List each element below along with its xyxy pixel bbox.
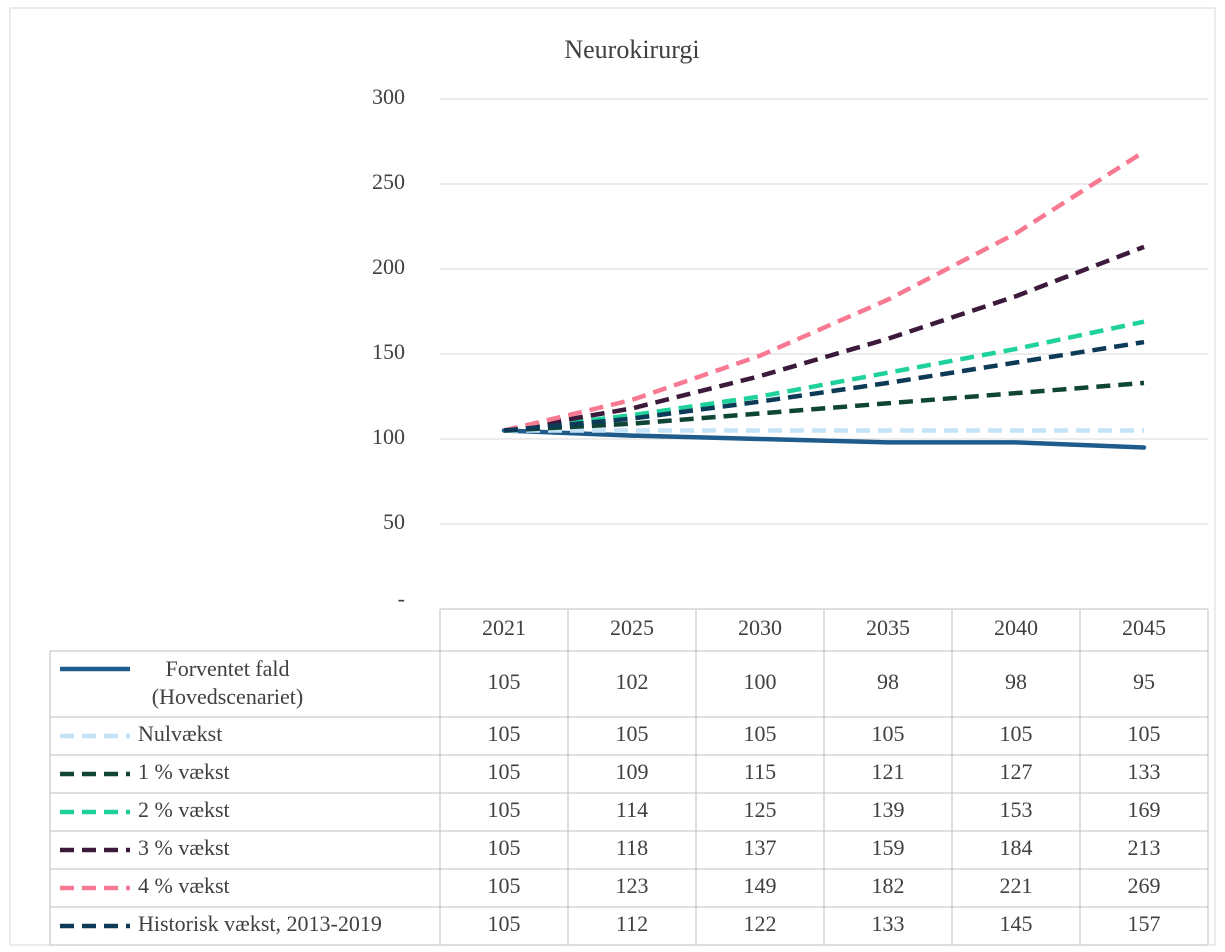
- table-value: 133: [872, 911, 905, 936]
- table-value: 149: [744, 873, 777, 898]
- table-value: 98: [1005, 669, 1027, 694]
- table-value: 139: [872, 797, 905, 822]
- table-value: 121: [872, 759, 905, 784]
- chart-title: Neurokirurgi: [564, 35, 699, 64]
- table-value: 115: [744, 759, 776, 784]
- chart-border: [9, 7, 1216, 946]
- table-value: 153: [1000, 797, 1033, 822]
- table-value: 157: [1128, 911, 1161, 936]
- y-tick-label: 50: [383, 509, 405, 534]
- table-value: 105: [1128, 721, 1161, 746]
- legend-label: Forventet fald (Hovedscenariet): [151, 656, 304, 709]
- x-tick-label: 2025: [610, 615, 654, 640]
- table-value: 105: [616, 721, 649, 746]
- table-value: 105: [488, 759, 521, 784]
- series-line: [503, 339, 1145, 433]
- legend-label: Nulvækst: [138, 721, 222, 746]
- series-line: [503, 380, 1145, 433]
- x-tick-label: 2021: [482, 615, 526, 640]
- table-value: 269: [1128, 873, 1161, 898]
- legend-label: 2 % vækst: [138, 797, 230, 822]
- table-value: 182: [872, 873, 905, 898]
- table-value: 105: [488, 721, 521, 746]
- table-value: 109: [616, 759, 649, 784]
- legend-label: 4 % vækst: [138, 873, 230, 898]
- series-line: [503, 244, 1145, 433]
- table-value: 169: [1128, 797, 1161, 822]
- table-value: 133: [1128, 759, 1161, 784]
- series-line: [503, 319, 1145, 433]
- y-tick-label: 300: [372, 84, 405, 109]
- y-tick-label: 100: [372, 424, 405, 449]
- table-value: 105: [488, 835, 521, 860]
- table-value: 123: [616, 873, 649, 898]
- table-value: 95: [1133, 669, 1155, 694]
- legend-label: 3 % vækst: [138, 835, 230, 860]
- table-value: 105: [488, 873, 521, 898]
- table-value: 102: [616, 669, 649, 694]
- table-value: 105: [488, 669, 521, 694]
- series-line: [503, 149, 1146, 433]
- table-value: 122: [744, 911, 777, 936]
- x-tick-label: 2040: [994, 615, 1038, 640]
- x-tick-label: 2045: [1122, 615, 1166, 640]
- y-tick-label: 150: [372, 339, 405, 364]
- table-value: 105: [488, 911, 521, 936]
- table-value: 112: [616, 911, 648, 936]
- table-value: 114: [616, 797, 648, 822]
- x-tick-label: 2030: [738, 615, 782, 640]
- table-value: 213: [1128, 835, 1161, 860]
- y-tick-label: -: [398, 586, 405, 611]
- y-tick-label: 250: [372, 169, 405, 194]
- table-value: 105: [744, 721, 777, 746]
- table-value: 127: [1000, 759, 1033, 784]
- table-value: 159: [872, 835, 905, 860]
- table-value: 98: [877, 669, 899, 694]
- legend-label: Historisk vækst, 2013-2019: [138, 911, 382, 936]
- x-tick-label: 2035: [866, 615, 910, 640]
- table-value: 100: [744, 669, 777, 694]
- legend-label: 1 % vækst: [138, 759, 230, 784]
- y-tick-label: 200: [372, 254, 405, 279]
- table-value: 145: [1000, 911, 1033, 936]
- table-value: 184: [1000, 835, 1033, 860]
- series-line: [501, 428, 1147, 450]
- table-value: 105: [488, 797, 521, 822]
- legend-label-box: Forventet fald (Hovedscenariet): [151, 656, 304, 709]
- table-value: 105: [1000, 721, 1033, 746]
- table-value: 137: [744, 835, 777, 860]
- table-value: 118: [616, 835, 648, 860]
- table-value: 125: [744, 797, 777, 822]
- table-value: 105: [872, 721, 905, 746]
- table-value: 221: [1000, 873, 1033, 898]
